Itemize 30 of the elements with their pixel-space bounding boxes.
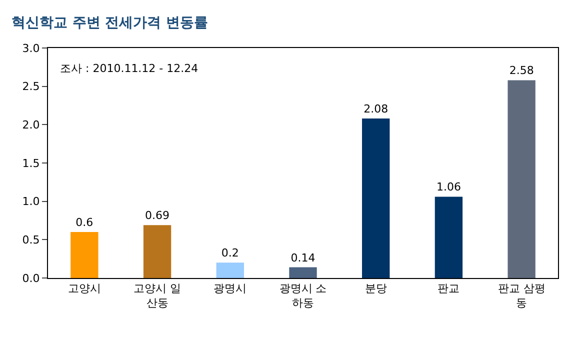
x-tick-label: 광명시 소하동 xyxy=(279,282,327,310)
bar xyxy=(508,80,536,278)
y-tick-label: 1.0 xyxy=(22,195,40,208)
x-tick-label: 광명시 xyxy=(214,282,247,296)
x-tick-label: 고양시 일산동 xyxy=(134,282,182,310)
x-tick-label: 고양시 xyxy=(68,282,101,296)
bar xyxy=(216,262,244,278)
y-tick-label: 0.0 xyxy=(22,272,40,285)
bar xyxy=(362,118,390,278)
annotation: 조사 : 2010.11.12 - 12.24 xyxy=(60,62,198,75)
y-tick-label: 0.5 xyxy=(22,234,40,247)
y-tick-label: 2.0 xyxy=(22,118,40,132)
bar xyxy=(70,232,98,278)
bar xyxy=(289,267,317,278)
bar xyxy=(434,196,463,278)
x-tick-label: 분당 xyxy=(364,282,387,296)
data-label: 2.58 xyxy=(509,64,534,78)
y-tick-label: 3.0 xyxy=(22,42,40,55)
y-tick-label: 2.5 xyxy=(22,80,40,94)
x-tick-label: 판교 xyxy=(438,282,460,296)
data-label: 0.14 xyxy=(290,251,316,264)
y-tick-label: 1.5 xyxy=(22,156,40,170)
data-label: 0.2 xyxy=(221,246,239,260)
bar xyxy=(143,225,172,278)
data-label: 0.6 xyxy=(76,216,94,229)
data-label: 0.69 xyxy=(145,209,170,222)
data-label: 2.08 xyxy=(364,102,388,116)
x-tick-label: 판교 삼평동 xyxy=(498,282,546,310)
data-label: 1.06 xyxy=(436,180,461,194)
chart-title: 혁신학교 주변 전세가격 변동률 xyxy=(11,14,208,31)
